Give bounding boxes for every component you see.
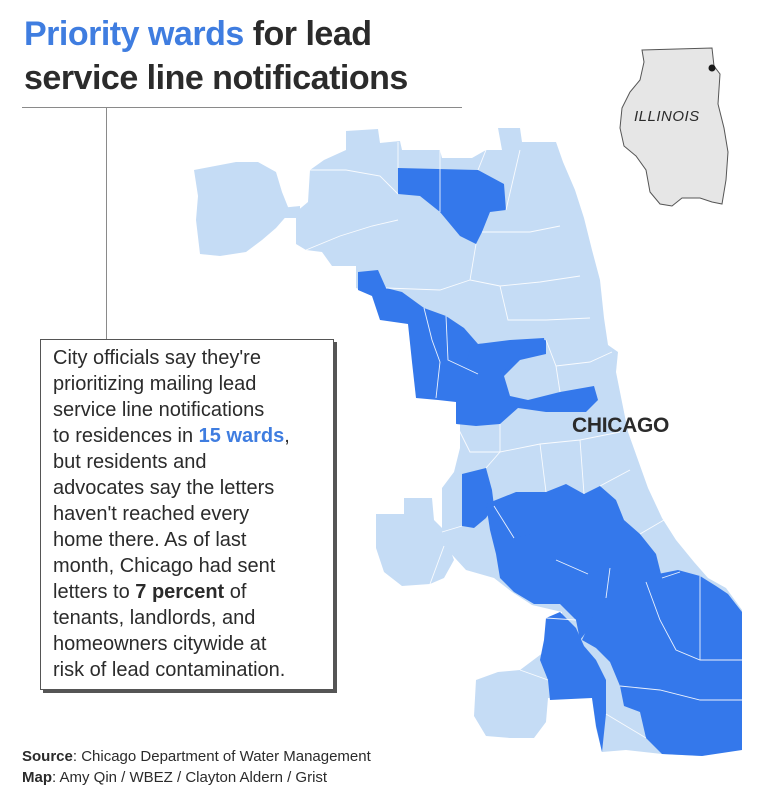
- callout-wards-highlight: 15 wards: [198, 425, 285, 447]
- priority-ward-southeast: [582, 568, 742, 756]
- title-highlight: Priority wards: [24, 15, 244, 53]
- callout-text-after: of tenants, landlords, and homeowners ci…: [53, 581, 286, 681]
- priority-wards: [358, 168, 742, 756]
- chicago-label: CHICAGO: [572, 414, 670, 437]
- ohare-connector: [280, 206, 300, 218]
- title-rule: [22, 107, 462, 108]
- priority-ward-far-south: [540, 612, 606, 752]
- priority-ward-ashburn: [512, 534, 556, 574]
- map-credit-label: Map: [22, 769, 52, 786]
- source-line: Source: Chicago Department of Water Mana…: [22, 746, 371, 767]
- illinois-label: ILLINOIS: [634, 108, 700, 125]
- far-northwest-area: [194, 162, 290, 256]
- credits: Source: Chicago Department of Water Mana…: [22, 746, 371, 788]
- chicago-location-marker: [708, 64, 716, 72]
- callout-leader-line: [106, 107, 107, 339]
- priority-ward-west-side: [466, 338, 546, 374]
- callout-text-before: City officials say they're prioritizing …: [53, 347, 265, 447]
- source-label: Source: [22, 748, 73, 765]
- callout-percent-highlight: 7 percent: [135, 581, 225, 603]
- ward-borders: [305, 142, 742, 739]
- priority-ward-south-central: [486, 484, 662, 640]
- illinois-state-shape: [619, 47, 729, 207]
- southwest-extension: [376, 498, 454, 586]
- title-line-2: service line notifications: [24, 59, 408, 97]
- priority-ward-southwest: [462, 468, 494, 528]
- map-title: Priority wards for lead service line noti…: [24, 12, 408, 100]
- priority-ward-far-north: [398, 168, 506, 244]
- illinois-inset: [619, 47, 729, 207]
- map-credit-text: : Amy Qin / WBEZ / Clayton Aldern / Gris…: [52, 769, 328, 786]
- source-text: : Chicago Department of Water Management: [72, 748, 371, 765]
- callout-text-middle: , but residents and advocates say the le…: [53, 425, 290, 603]
- map-credit-line: Map: Amy Qin / WBEZ / Clayton Aldern / G…: [22, 767, 371, 788]
- context-callout: City officials say they're prioritizing …: [40, 339, 334, 690]
- title-rest: for lead: [243, 15, 372, 53]
